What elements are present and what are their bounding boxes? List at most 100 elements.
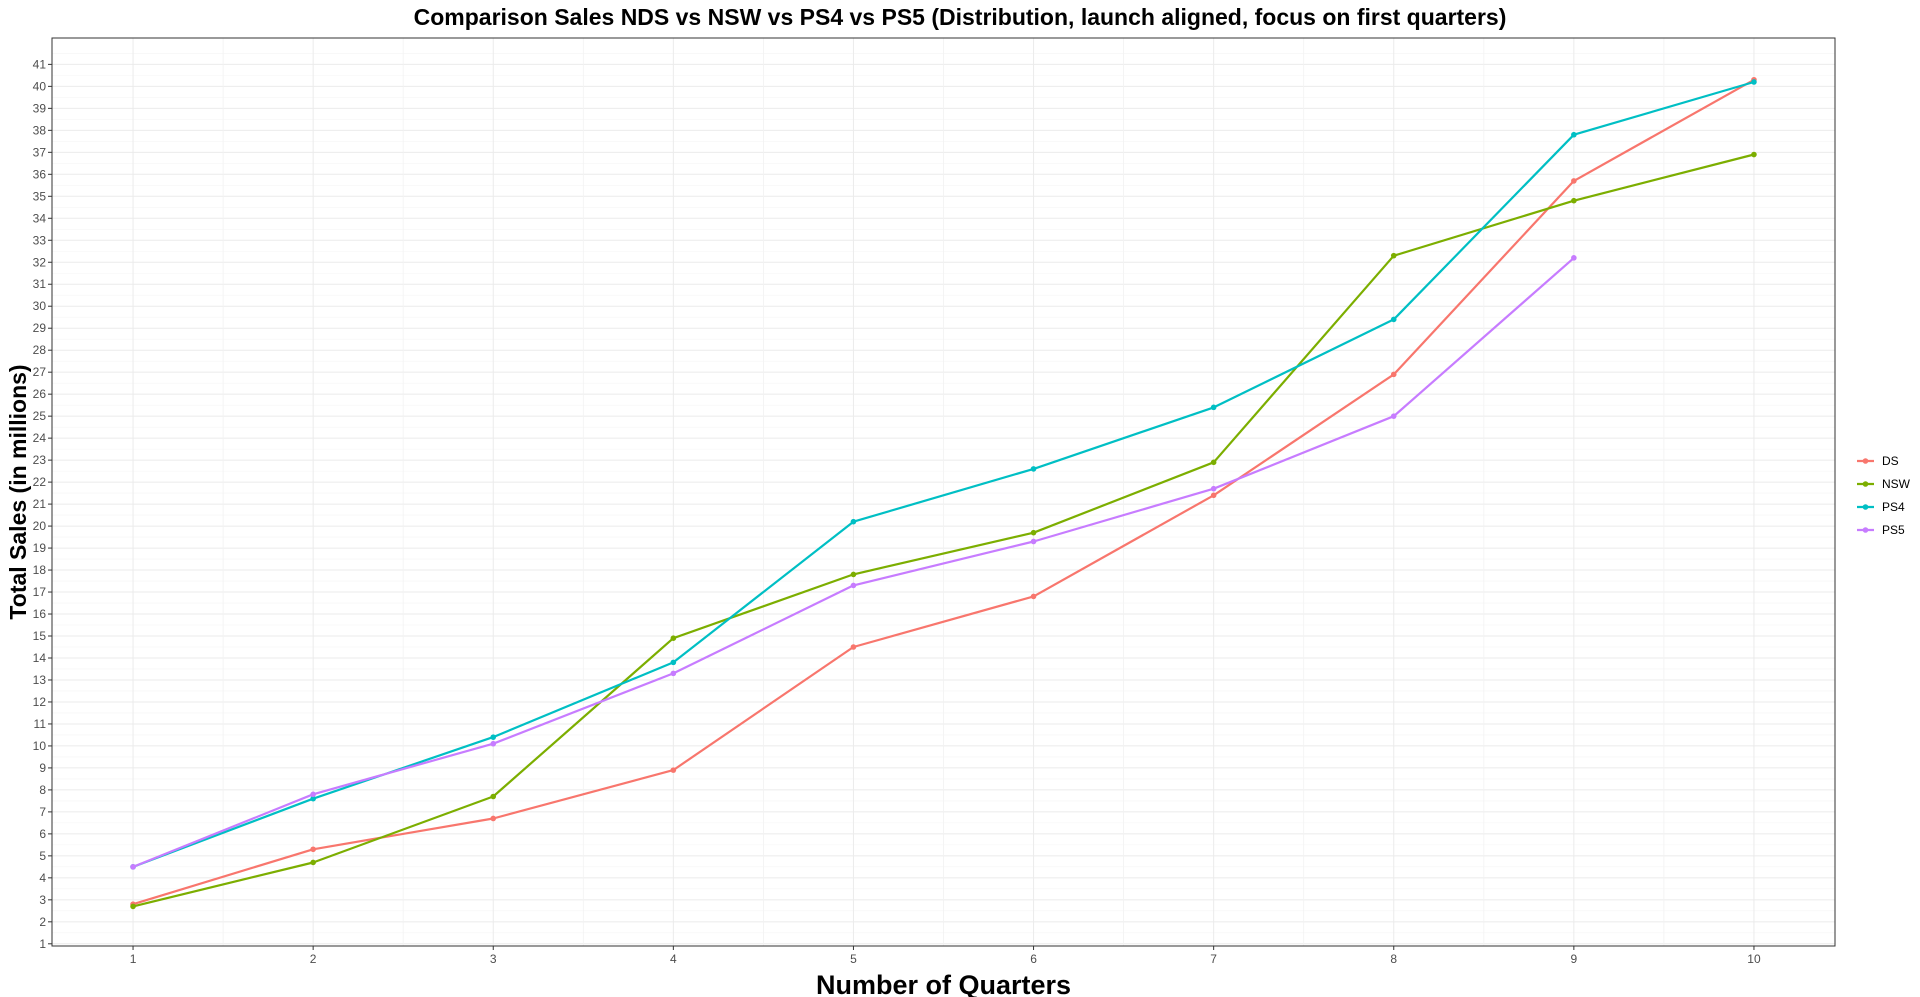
grid-lines [52,38,1835,946]
x-tick-label: 6 [1030,952,1037,966]
legend-item-ds: DS [1857,454,1899,468]
series-layer [130,76,1757,910]
legend-label: PS4 [1882,500,1905,514]
y-tick-label: 13 [33,673,47,687]
y-tick-label: 4 [39,871,46,885]
legend-key-point [1862,458,1869,464]
data-point-nsw [1210,459,1217,466]
y-tick-label: 12 [33,695,47,709]
data-point-ds [490,815,497,822]
data-point-ps4 [1390,316,1397,323]
data-point-nsw [1030,529,1037,536]
y-tick-label: 8 [39,783,46,797]
data-point-ds [1210,492,1217,499]
chart-title: Comparison Sales NDS vs NSW vs PS4 vs PS… [413,4,1507,30]
y-tick-label: 17 [33,585,47,599]
legend-key-point [1862,504,1869,510]
data-point-ps4 [670,659,677,666]
data-point-nsw [490,793,497,800]
x-tick-label: 8 [1390,952,1397,966]
y-tick-label: 24 [33,431,47,445]
y-tick-label: 23 [33,453,47,467]
y-tick-label: 27 [33,365,47,379]
y-tick-label: 19 [33,541,47,555]
data-point-ps4 [1751,79,1757,85]
data-point-ps4 [1571,131,1577,138]
x-tick-label: 10 [1747,952,1761,966]
legend-label: DS [1882,454,1899,468]
y-tick-label: 28 [33,343,47,357]
y-tick-label: 14 [33,651,47,665]
y-tick-label: 22 [33,475,47,489]
data-point-nsw [670,635,677,642]
data-point-ps5 [1571,255,1577,261]
x-tick-label: 4 [670,952,677,966]
y-tick-label: 32 [33,255,47,269]
y-tick-label: 34 [33,211,47,225]
data-point-nsw [130,903,136,910]
data-point-ps5 [310,791,316,798]
x-tick-label: 1 [130,952,137,966]
y-tick-label: 26 [33,387,47,401]
series-ps5 [130,255,1577,870]
y-tick-label: 30 [33,299,47,313]
x-tick-label: 9 [1571,952,1578,966]
data-point-ps4 [310,795,316,802]
legend-label: PS5 [1882,523,1905,537]
y-tick-label: 10 [33,739,47,753]
data-point-ps5 [1030,538,1037,545]
y-tick-label: 20 [33,519,47,533]
y-tick-label: 16 [33,607,47,621]
x-tick-label: 2 [310,952,317,966]
y-tick-label: 6 [39,827,46,841]
x-axis-title: Number of Quarters [816,970,1071,997]
y-tick-label: 37 [33,145,47,159]
data-point-ps4 [850,518,857,525]
y-tick-label: 15 [33,629,47,643]
y-tick-label: 5 [39,849,46,863]
legend-key-point [1862,527,1869,533]
x-tick-label: 5 [850,952,857,966]
data-point-ps5 [850,582,857,589]
data-point-ps5 [1390,413,1397,419]
x-tick-label: 3 [490,952,497,966]
y-tick-label: 7 [39,805,46,819]
data-point-ds [1390,371,1397,378]
y-tick-label: 36 [33,167,47,181]
data-point-nsw [1390,252,1397,259]
y-tick-label: 33 [33,233,47,247]
data-point-ps5 [670,670,677,677]
y-tick-label: 38 [33,123,47,137]
y-tick-label: 1 [39,937,46,951]
y-tick-label: 41 [33,57,47,71]
data-point-ds [670,767,677,773]
data-point-ps5 [1210,485,1217,492]
legend-label: NSW [1882,477,1911,491]
y-tick-label: 31 [33,277,47,291]
y-tick-label: 3 [39,893,46,907]
data-point-ps5 [130,864,136,870]
data-point-ps4 [1210,404,1217,411]
y-tick-label: 2 [39,915,46,929]
legend-item-nsw: NSW [1857,477,1911,491]
data-point-ds [1030,593,1037,600]
y-tick-label: 29 [33,321,47,335]
data-point-nsw [1571,197,1577,204]
y-tick-label: 35 [33,189,47,203]
data-point-nsw [1751,151,1757,158]
data-point-ps5 [490,740,497,747]
y-tick-label: 39 [33,101,47,115]
legend-item-ps5: PS5 [1857,523,1905,537]
y-axis-title: Total Sales (in millions) [5,364,31,619]
legend-item-ps4: PS4 [1857,500,1905,514]
y-tick-label: 9 [39,761,46,775]
y-tick-label: 11 [34,717,47,731]
y-tick-label: 40 [33,79,47,93]
data-point-ps4 [1030,466,1037,472]
plot-border [51,37,1836,947]
axes: 1234567891011121314151617181920212223242… [33,57,1761,966]
series-line-ds [132,78,1755,906]
x-tick-label: 7 [1210,952,1217,966]
data-point-nsw [850,571,857,578]
